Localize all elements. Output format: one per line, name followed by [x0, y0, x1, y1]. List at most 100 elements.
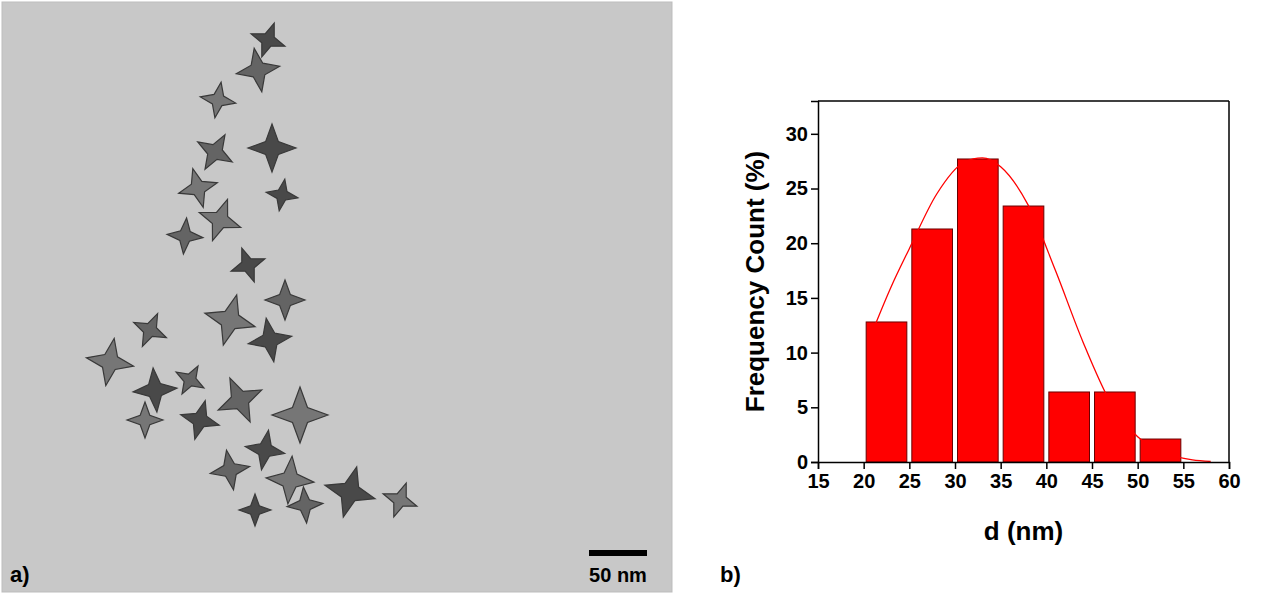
frame-top [818, 100, 1229, 102]
particle [199, 199, 240, 240]
particle [210, 450, 249, 489]
y-axis-tick-mark [811, 352, 818, 354]
frame-right [1228, 101, 1230, 462]
y-axis-tick: 30 [786, 123, 818, 145]
histogram-bar [1003, 206, 1044, 462]
particle [133, 368, 177, 412]
x-axis-tick-label: 25 [899, 470, 921, 492]
histogram-bar [958, 159, 999, 462]
particle [231, 248, 265, 282]
micrograph-panel: 50 nm a) [2, 2, 672, 592]
x-axis-tick-label: 35 [990, 470, 1012, 492]
y-axis-tick-label: 5 [797, 396, 808, 418]
x-axis-tick-mark [1000, 462, 1002, 469]
x-axis-tick: 50 [1127, 462, 1149, 492]
x-axis-tick: 35 [990, 462, 1012, 492]
x-axis-line [819, 463, 1230, 470]
particle [181, 401, 220, 440]
y-axis-tick-mark [811, 462, 818, 464]
histogram-bar [1095, 392, 1136, 462]
histogram-bar [912, 229, 953, 462]
y-axis-tick-mark [811, 298, 818, 300]
particle [325, 467, 375, 517]
y-axis-tick-label: 30 [786, 123, 808, 145]
x-axis-tick-label: 30 [944, 470, 966, 492]
x-axis-tick-mark [863, 462, 865, 469]
scale-bar-label: 50 nm [589, 564, 647, 586]
y-axis-tick-mark [811, 188, 818, 190]
particle [179, 169, 218, 208]
histogram-bar [1140, 439, 1181, 462]
x-axis-tick: 40 [1036, 462, 1058, 492]
particle [248, 124, 296, 172]
x-axis: 15 20 25 30 35 40 45 50 55 60 [807, 462, 1240, 492]
x-axis-tick-mark [1183, 462, 1185, 469]
y-axis-tick-label: 10 [786, 342, 808, 364]
x-axis-tick-mark [909, 462, 911, 469]
x-axis-tick-label: 45 [1081, 470, 1103, 492]
particle [176, 366, 204, 394]
x-axis-tick: 20 [853, 462, 875, 492]
particle [127, 402, 163, 438]
particle [167, 218, 203, 254]
y-axis-tick: 5 [797, 396, 818, 418]
x-axis-tick-mark [1092, 462, 1094, 469]
y-axis-tick-label: 20 [786, 232, 808, 254]
x-axis-tick-label: 50 [1127, 470, 1149, 492]
particle [245, 430, 284, 469]
panel-label: b) [720, 562, 741, 587]
particle [198, 135, 233, 170]
particle [200, 82, 235, 117]
histogram-bar [866, 322, 907, 462]
y-axis-tick: 25 [786, 177, 818, 199]
y-axis-tick: 20 [786, 232, 818, 254]
particle [265, 280, 305, 320]
x-axis-tick: 55 [1173, 462, 1195, 492]
y-axis-tick-label: 15 [786, 287, 808, 309]
x-axis-tick-label: 60 [1218, 470, 1240, 492]
x-axis-tick-mark [955, 462, 957, 469]
particle [86, 338, 133, 385]
x-axis-tick: 60 [1218, 462, 1240, 492]
x-axis-tick-label: 20 [853, 470, 875, 492]
x-axis-tick-label: 15 [807, 470, 829, 492]
x-axis-tick-label: 40 [1036, 470, 1058, 492]
panel-label: a) [10, 562, 30, 587]
plot-marks [866, 158, 1211, 462]
y-axis-tick-label: 0 [797, 451, 808, 473]
particle [205, 295, 255, 345]
y-axis-tick: 10 [786, 342, 818, 364]
x-axis-tick: 30 [944, 462, 966, 492]
x-axis-tick: 45 [1081, 462, 1103, 492]
y-axis-tick-mark [811, 243, 818, 245]
particle [239, 494, 271, 526]
y-axis-tick: 15 [786, 287, 818, 309]
y-axis-tick: 0 [797, 451, 818, 473]
y-axis-line [811, 102, 819, 463]
particle [287, 487, 323, 523]
histogram-panel: 15 20 25 30 35 40 45 50 55 60 0 5 10 15 20 25 30 d (nm) Fr… [720, 101, 1241, 587]
y-axis-tick-mark [811, 134, 818, 136]
x-axis-tick-mark [1137, 462, 1139, 469]
particle [134, 314, 167, 347]
micrograph-background [2, 2, 672, 592]
x-axis-tick-mark [1229, 462, 1231, 469]
x-axis-tick-label: 55 [1173, 470, 1195, 492]
particle [266, 179, 298, 211]
y-axis-title: Frequency Count (%) [740, 151, 770, 412]
scale-bar [589, 550, 647, 556]
x-axis-tick: 25 [899, 462, 921, 492]
histogram-bar [1049, 392, 1090, 462]
y-axis-tick-label: 25 [786, 177, 808, 199]
particle [248, 318, 291, 361]
fit-curve [873, 158, 1211, 462]
particle [218, 378, 262, 422]
x-axis-tick-mark [1046, 462, 1048, 469]
particle [236, 48, 279, 91]
y-axis: 0 5 10 15 20 25 30 [786, 102, 819, 473]
x-axis-tick: 15 [807, 462, 829, 492]
particle [383, 483, 417, 517]
particle [272, 387, 328, 443]
x-axis-title: d (nm) [984, 516, 1063, 546]
y-axis-tick-mark [811, 407, 818, 409]
